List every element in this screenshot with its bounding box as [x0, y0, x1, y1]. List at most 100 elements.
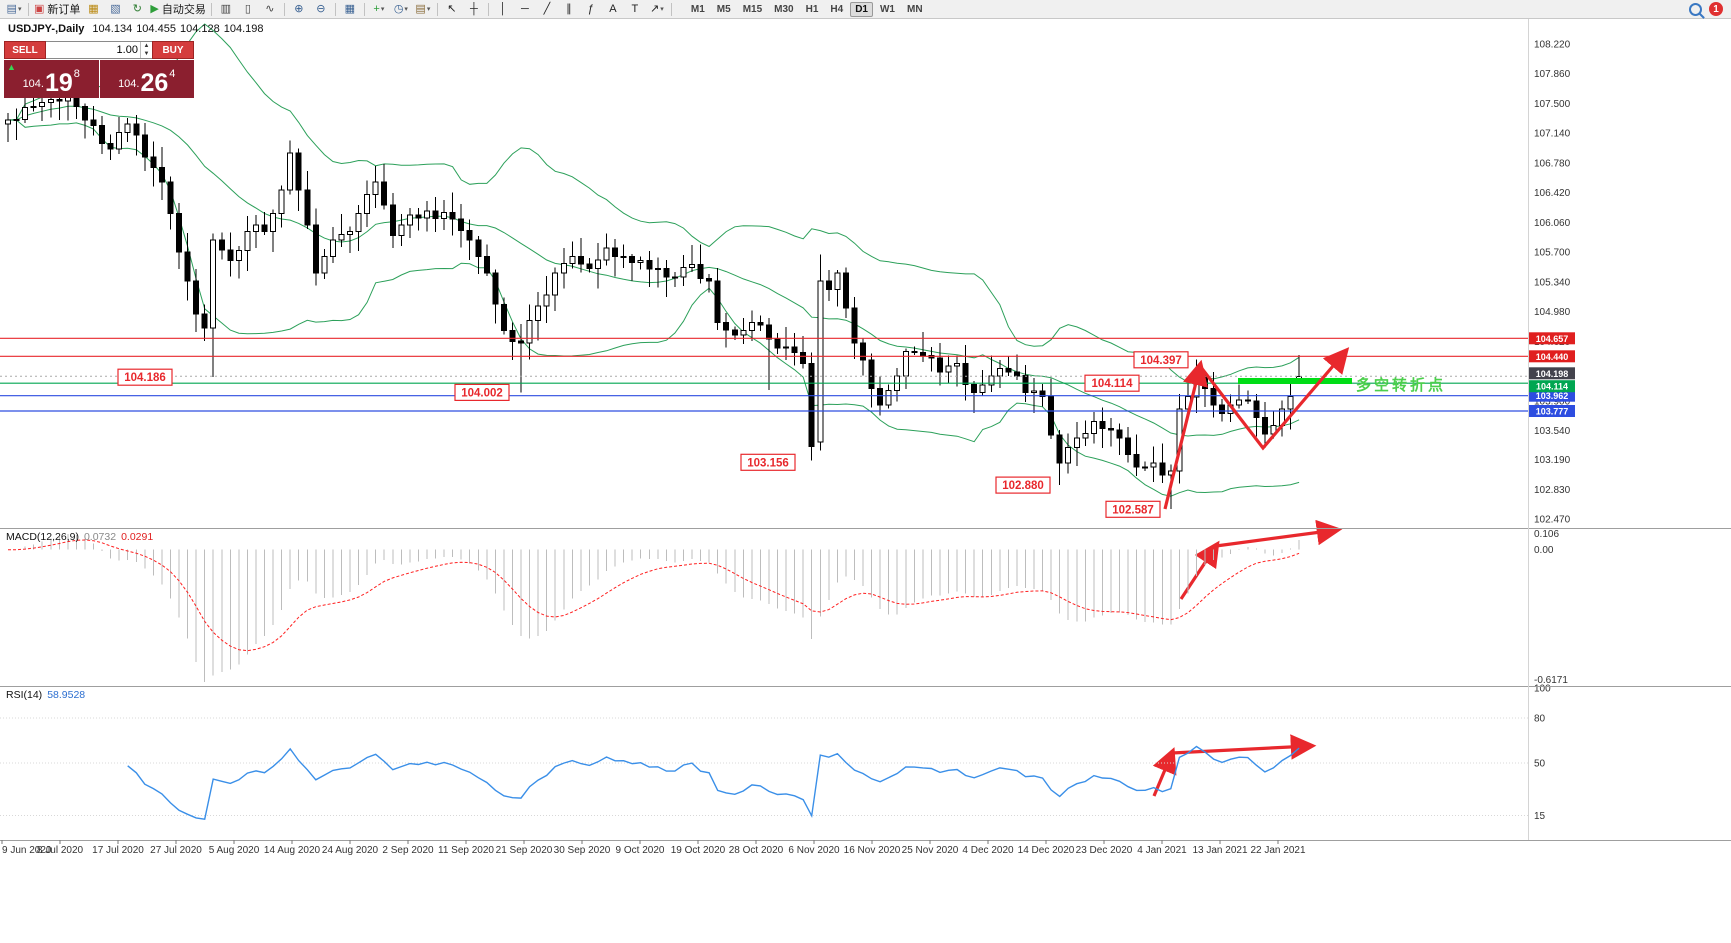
trend-arrow[interactable] — [1163, 359, 1208, 510]
trend-arrow[interactable] — [1171, 734, 1317, 760]
candle — [1210, 388, 1217, 406]
sell-quote-button[interactable]: ▲ 104. 19 8 — [4, 60, 99, 98]
timeframe-mn[interactable]: MN — [906, 3, 923, 15]
search-icon[interactable] — [1689, 2, 1702, 16]
x-axis-tick: 14 Dec 2020 — [1018, 845, 1075, 856]
volume-control: ▲▼ — [46, 41, 152, 59]
new-order-button[interactable]: ▣ 新订单 — [34, 2, 81, 16]
trendline-icon[interactable]: ╱ — [543, 2, 551, 15]
candle — [1261, 416, 1268, 435]
macd-panel[interactable] — [8, 534, 1300, 682]
candle — [911, 350, 918, 353]
x-axis-tick: 4 Jan 2021 — [1137, 845, 1187, 856]
candle — [381, 181, 388, 206]
price-label-box[interactable] — [740, 453, 796, 471]
cursor-icon[interactable]: ↖ — [447, 2, 457, 15]
price-label-box[interactable] — [117, 368, 173, 386]
candlestick-chart-icon[interactable]: ▯ — [244, 2, 251, 15]
crosshair-icon[interactable]: ┼ — [469, 2, 478, 15]
sell-price-sup: 8 — [73, 68, 80, 80]
text-icon[interactable]: A — [609, 2, 617, 15]
candle — [1005, 368, 1012, 373]
zoom-out-icon[interactable]: ⊖ — [316, 2, 326, 15]
rsi-panel[interactable] — [0, 717, 1528, 820]
macd-scale-label: 0.106 — [1534, 529, 1559, 540]
candle — [158, 167, 165, 183]
profiles-icon[interactable]: ▧ — [110, 2, 121, 15]
notification-badge[interactable]: 1 — [1709, 2, 1723, 16]
candle — [979, 384, 986, 394]
vertical-line-icon[interactable]: │ — [499, 2, 507, 15]
y-axis-tick: 103.190 — [1534, 455, 1571, 466]
zoom-in-icon[interactable]: ⊕ — [294, 2, 304, 15]
price-label-box[interactable] — [454, 383, 510, 401]
volume-input[interactable] — [46, 42, 140, 58]
trend-arrow[interactable] — [1198, 347, 1350, 451]
timeframe-m15[interactable]: M15 — [742, 3, 763, 15]
candle — [868, 359, 875, 389]
x-axis-tick: 23 Dec 2020 — [1076, 845, 1133, 856]
horizontal-line-icon[interactable]: ─ — [520, 2, 529, 15]
timeframe-h4[interactable]: H4 — [830, 3, 844, 15]
y-axis-tick: 102.470 — [1534, 515, 1571, 526]
macd-scale-label: -0.6171 — [1534, 675, 1568, 686]
price-label-box[interactable] — [1084, 374, 1140, 392]
candle — [1056, 434, 1063, 464]
y-axis-tick: 103.900 — [1534, 396, 1571, 407]
candle — [774, 338, 781, 349]
bar-chart-icon[interactable]: ▥ — [220, 2, 232, 15]
candle — [449, 211, 456, 220]
timeframe-w1[interactable]: W1 — [879, 3, 895, 15]
trend-arrow[interactable] — [1215, 519, 1343, 548]
arrows-menu[interactable]: ↗ ▾ — [650, 2, 664, 15]
buy-button[interactable]: BUY — [152, 41, 194, 59]
rsi-scale-label: 15 — [1534, 811, 1546, 822]
candle — [1219, 404, 1226, 414]
candle — [962, 363, 969, 385]
price-label-box[interactable] — [1105, 500, 1161, 518]
fibonacci-icon[interactable]: ƒ — [587, 2, 594, 15]
sell-button[interactable]: SELL — [4, 41, 46, 59]
templates-menu[interactable]: ▤ ▾ — [415, 2, 431, 15]
autotrading-button[interactable]: ▶ 自动交易 — [150, 2, 206, 16]
toolbar-separator — [670, 2, 672, 16]
volume-spinner[interactable]: ▲ ▼ — [139, 42, 152, 58]
timeframe-h1[interactable]: H1 — [805, 3, 819, 15]
line-chart-icon[interactable]: ∿ — [265, 2, 275, 15]
chart-type-menu[interactable]: ▤ ▾ — [6, 2, 22, 15]
tile-windows-icon[interactable]: ▦ — [344, 2, 356, 15]
candle — [56, 98, 63, 102]
channel-icon[interactable]: ∥ — [566, 2, 572, 15]
buy-quote-button[interactable]: 104. 26 4 — [99, 60, 194, 98]
trend-arrow[interactable] — [1179, 540, 1220, 600]
price-tag — [1529, 405, 1575, 417]
candle — [244, 231, 251, 251]
periods-menu[interactable]: ◷ ▾ — [393, 2, 408, 15]
indicators-menu[interactable]: + ▾ — [373, 2, 385, 15]
timeframe-m1[interactable]: M1 — [690, 3, 705, 15]
timeframe-m30[interactable]: M30 — [774, 3, 794, 15]
candle — [800, 351, 807, 365]
candle — [740, 330, 747, 336]
chart-window-icon[interactable]: ▦ — [88, 2, 99, 15]
candle — [543, 294, 550, 307]
x-axis-tick: 19 Oct 2020 — [671, 845, 726, 856]
timeframe-m5[interactable]: M5 — [716, 3, 731, 15]
turning-point-note[interactable]: 多空转折点 — [1356, 377, 1447, 394]
price-scale[interactable]: 108.220 107.860 107.500 107.140 106.780 106.4… — [1529, 40, 1575, 823]
candle — [689, 264, 695, 269]
candle — [116, 131, 123, 150]
main-chart-panel[interactable] — [0, 23, 1528, 510]
spin-up-icon[interactable]: ▲ — [143, 43, 150, 49]
refresh-icon[interactable]: ↻ — [132, 2, 143, 15]
candle — [1287, 396, 1294, 410]
timeframe-bar: M1 M5 M15 M30 H1 H4 D1 W1 MN — [685, 1, 929, 17]
spin-down-icon[interactable]: ▼ — [143, 51, 150, 57]
label-icon[interactable]: T — [631, 2, 639, 15]
price-label-text: 104.397 — [1140, 355, 1182, 367]
timeframe-d1[interactable]: D1 — [850, 1, 873, 17]
price-label-box[interactable] — [995, 476, 1051, 494]
x-axis-tick: 24 Aug 2020 — [322, 845, 379, 856]
